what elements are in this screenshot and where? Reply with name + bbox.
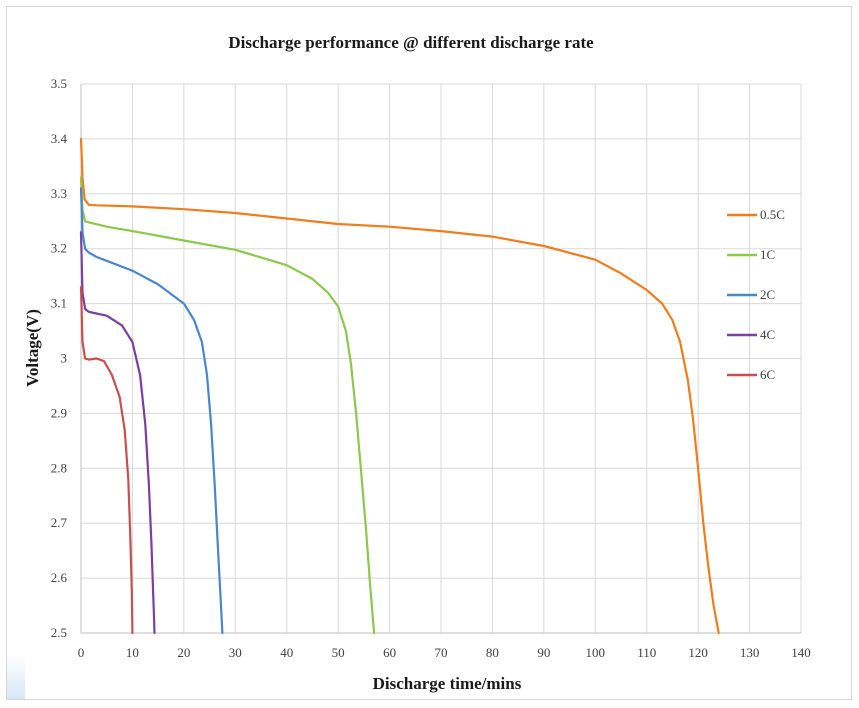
y-axis-title: Voltage(V) [23,309,42,387]
y-tick-label: 2.9 [51,405,67,420]
series-line-1c [79,176,376,635]
chart-frame: Discharge performance @ different discha… [6,6,852,700]
x-tick-label: 20 [177,645,190,660]
x-tick-label: 0 [78,645,85,660]
x-tick-labels: 0 10 20 30 40 50 60 70 80 90 100 110 120 130 140 [78,645,811,660]
grid-layer [80,83,802,634]
series-line-0-5c [79,137,720,635]
y-tick-label: 2.6 [51,570,68,585]
legend-label: 0.5C [760,207,785,222]
legend-label: 6C [760,367,775,382]
x-tick-label: 10 [126,645,139,660]
y-tick-label: 3.5 [51,76,67,91]
x-tick-label: 110 [637,645,656,660]
series-line-6c [79,286,134,635]
chart-title: Discharge performance @ different discha… [228,33,594,52]
corner-accent [7,655,25,699]
legend-label: 4C [760,327,775,342]
y-tick-label: 2.8 [51,460,67,475]
y-tick-labels: 2.5 2.6 2.7 2.8 2.9 3 3.1 3.2 3.3 3.4 3.5 [51,76,68,640]
x-tick-label: 30 [229,645,242,660]
series-line-4c [79,231,156,635]
x-tick-label: 50 [332,645,345,660]
y-tick-label: 3.4 [51,131,68,146]
y-tick-label: 3 [61,351,68,366]
series-layer [79,137,720,635]
legend-label: 2C [760,287,775,302]
legend: 0.5C 1C 2C 4C 6C [727,207,785,382]
x-tick-label: 100 [586,645,606,660]
y-tick-label: 2.5 [51,625,67,640]
series-line-2c [79,187,224,635]
x-tick-label: 60 [383,645,396,660]
legend-label: 1C [760,247,775,262]
y-tick-label: 3.2 [51,241,67,256]
x-tick-label: 140 [791,645,811,660]
y-tick-label: 3.1 [51,296,67,311]
discharge-chart: Discharge performance @ different discha… [23,33,811,693]
x-tick-label: 120 [688,645,708,660]
x-tick-label: 70 [435,645,448,660]
y-tick-label: 3.3 [51,186,67,201]
x-tick-label: 130 [740,645,760,660]
x-tick-label: 90 [537,645,550,660]
x-tick-label: 40 [280,645,293,660]
y-tick-label: 2.7 [51,515,68,530]
x-axis-title: Discharge time/mins [373,674,522,693]
x-tick-label: 80 [486,645,499,660]
